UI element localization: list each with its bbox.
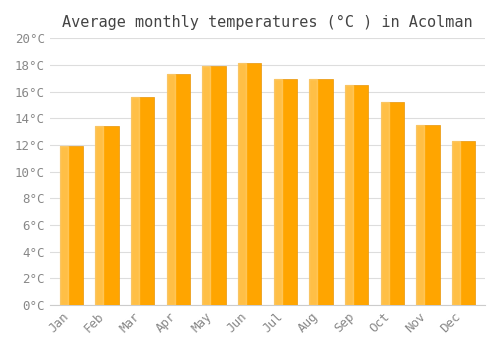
- Bar: [310, 79, 332, 305]
- Bar: [238, 63, 261, 305]
- Bar: [416, 125, 424, 305]
- Bar: [96, 126, 118, 305]
- Bar: [60, 146, 83, 305]
- Bar: [345, 85, 368, 305]
- Bar: [274, 79, 282, 305]
- Bar: [380, 102, 389, 305]
- Bar: [452, 141, 475, 305]
- Title: Average monthly temperatures (°C ) in Acolman: Average monthly temperatures (°C ) in Ac…: [62, 15, 472, 30]
- Bar: [238, 63, 246, 305]
- Bar: [345, 85, 353, 305]
- Bar: [416, 125, 440, 305]
- Bar: [166, 74, 190, 305]
- Bar: [202, 66, 210, 305]
- Bar: [202, 66, 226, 305]
- Bar: [96, 126, 104, 305]
- Bar: [166, 74, 175, 305]
- Bar: [60, 146, 68, 305]
- Bar: [452, 141, 460, 305]
- Bar: [131, 97, 139, 305]
- Bar: [131, 97, 154, 305]
- Bar: [310, 79, 318, 305]
- Bar: [274, 79, 297, 305]
- Bar: [380, 102, 404, 305]
